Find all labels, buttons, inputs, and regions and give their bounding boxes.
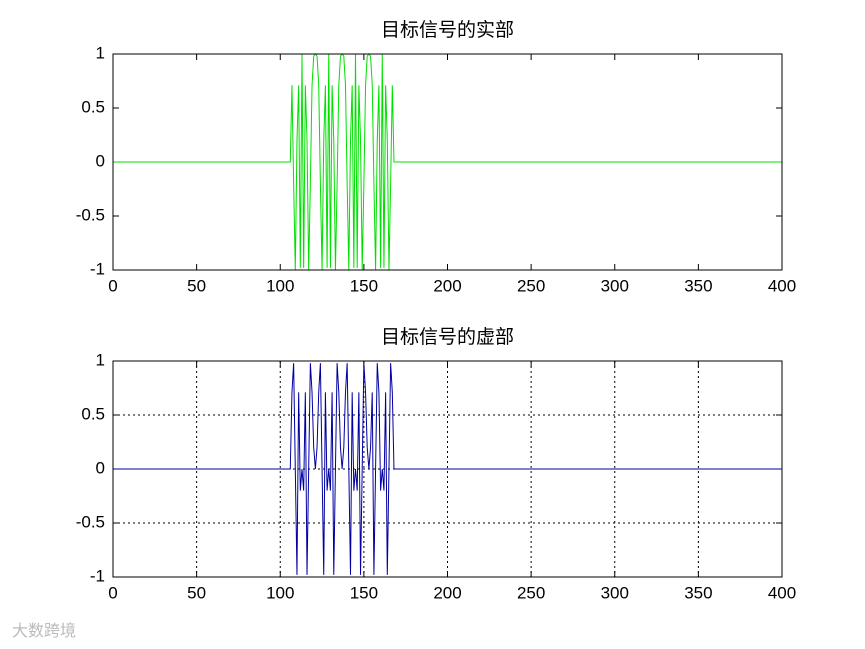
- y-tick-label: -1: [90, 259, 105, 278]
- y-tick-label: 0: [96, 151, 105, 170]
- y-tick-label: 1: [96, 350, 105, 369]
- axes-frame: [112, 53, 783, 271]
- y-tick-label: 0.5: [81, 404, 105, 423]
- x-tick-label: 250: [517, 583, 545, 602]
- x-tick-label: 50: [187, 583, 206, 602]
- x-tick-label: 0: [108, 583, 117, 602]
- x-tick-label: 200: [433, 583, 461, 602]
- x-tick-label: 100: [266, 583, 294, 602]
- x-tick-label: 200: [433, 276, 461, 295]
- x-tick-label: 100: [266, 276, 294, 295]
- x-tick-label: 150: [350, 276, 378, 295]
- x-tick-label: 250: [517, 276, 545, 295]
- chart-title: 目标信号的实部: [381, 19, 514, 41]
- x-tick-label: 0: [108, 276, 117, 295]
- x-tick-label: 350: [684, 583, 712, 602]
- watermark: 大数跨境: [12, 621, 76, 640]
- y-tick-label: 0: [96, 458, 105, 477]
- x-tick-label: 300: [601, 276, 629, 295]
- chart-title: 目标信号的虚部: [381, 326, 514, 348]
- x-tick-label: 350: [684, 276, 712, 295]
- axes-frame: [112, 360, 783, 578]
- x-tick-label: 400: [768, 583, 796, 602]
- signal-line: [113, 363, 782, 575]
- x-tick-label: 300: [601, 583, 629, 602]
- y-tick-label: 0.5: [81, 97, 105, 116]
- y-tick-label: -0.5: [76, 205, 105, 224]
- x-tick-label: 150: [350, 583, 378, 602]
- y-tick-label: -0.5: [76, 512, 105, 531]
- y-tick-label: 1: [96, 43, 105, 62]
- x-tick-label: 50: [187, 276, 206, 295]
- y-tick-label: -1: [90, 566, 105, 585]
- x-tick-label: 400: [768, 276, 796, 295]
